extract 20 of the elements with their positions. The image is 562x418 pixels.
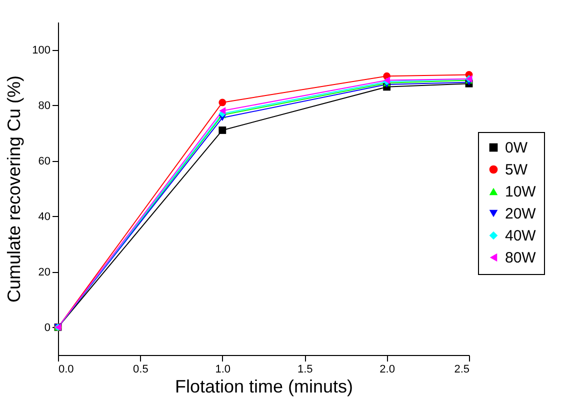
x-axis-title: Flotation time (minuts): [174, 376, 354, 396]
y-tick-label: 80: [38, 100, 50, 112]
legend-label: 20W: [505, 206, 537, 222]
legend-label: 10W: [505, 184, 537, 200]
y-tick-label: 40: [38, 210, 50, 223]
x-tick-label: 2.5: [454, 364, 470, 376]
y-tick-label: 0: [44, 322, 50, 334]
y-tick-label: 100: [32, 44, 50, 56]
legend-label: 80W: [505, 250, 537, 266]
legend-label: 5W: [505, 162, 528, 178]
x-tick-label: 0.0: [58, 364, 74, 376]
y-axis-title: Cumulate recovering Cu (%): [4, 75, 24, 303]
legend-label: 40W: [505, 228, 537, 244]
x-tick-label: 2.0: [380, 364, 395, 376]
x-tick-label: 1.0: [215, 364, 231, 376]
x-tick-label: 1.5: [297, 364, 313, 376]
y-tick-label: 60: [38, 155, 50, 168]
x-tick-label: 0.5: [133, 364, 148, 376]
legend-label: 0W: [505, 140, 528, 156]
y-tick-label: 20: [38, 266, 50, 278]
